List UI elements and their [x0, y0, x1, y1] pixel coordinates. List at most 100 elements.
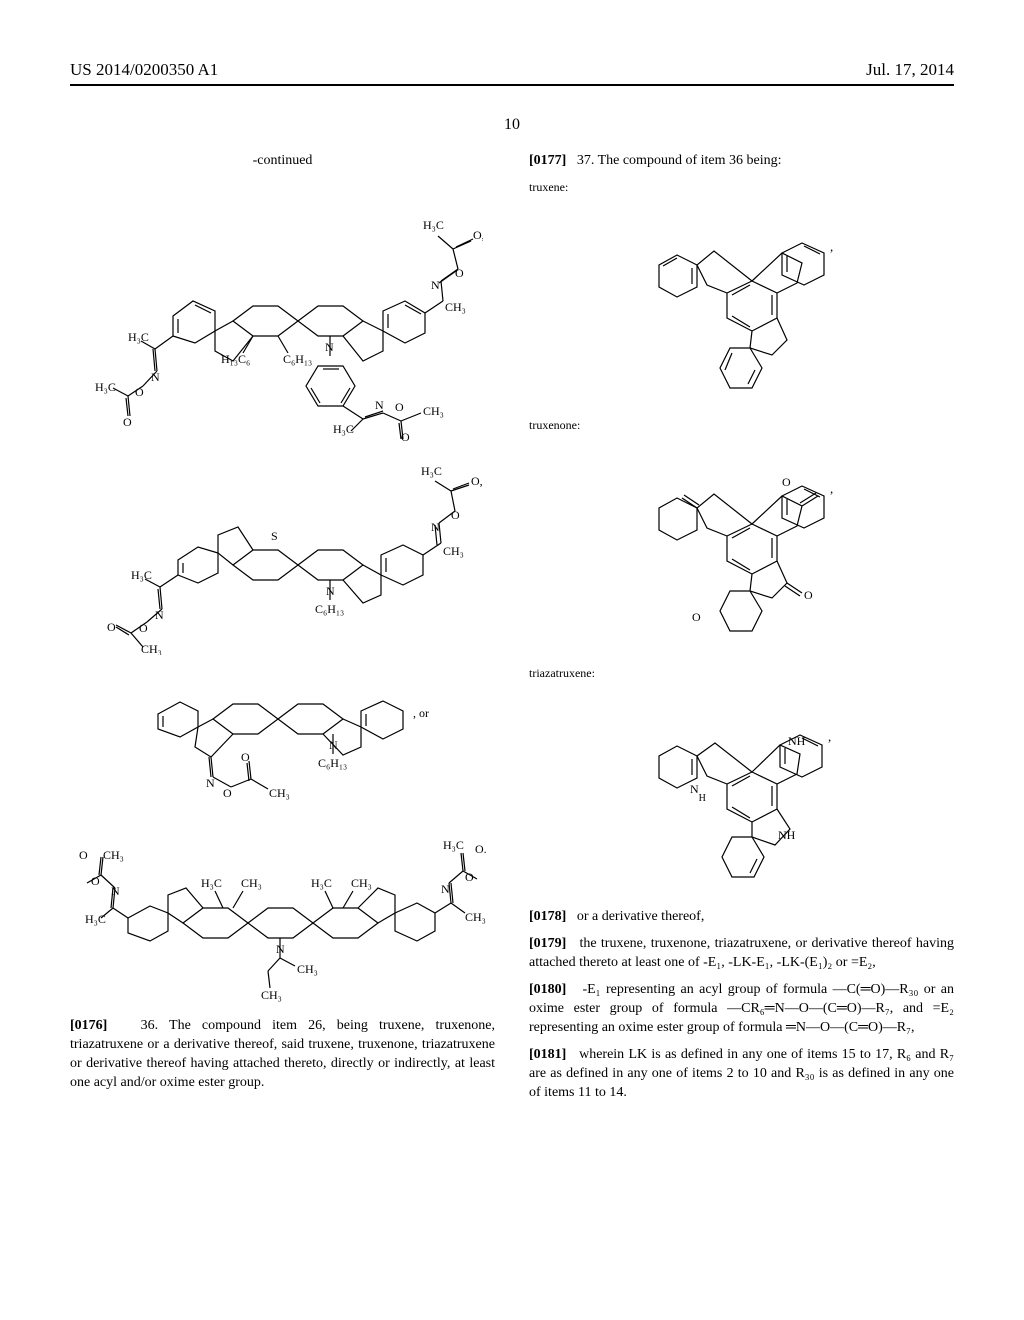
label: O [455, 266, 464, 280]
label: N [155, 608, 164, 622]
para-text: -E₁ representing an acyl group of formul… [529, 982, 954, 1035]
label: CH₃ [465, 910, 486, 924]
chemical-structure-3: N O O CH₃ N C₆H₁₃ , or [70, 669, 495, 809]
label: N [441, 882, 450, 896]
o-label: O [804, 588, 813, 602]
label: CH₃ [103, 848, 124, 862]
paragraph-0180: [0180] -E₁ representing an acyl group of… [529, 981, 954, 1038]
label: O [223, 786, 232, 800]
paragraph-0178: [0178] or a derivative thereof, [529, 908, 954, 927]
right-column: [0177] 37. The compound of item 36 being… [529, 152, 954, 1110]
label: S [271, 529, 278, 543]
left-column: -continued [70, 152, 495, 1110]
label: , or [413, 706, 429, 720]
label: H₃C [421, 464, 442, 478]
label: N [329, 738, 338, 752]
label: N [276, 942, 285, 956]
nh-label: NH [778, 828, 796, 842]
para-number: [0181] [529, 1047, 566, 1062]
truxenone-structure: O O O , [529, 441, 954, 651]
label: N [206, 776, 215, 790]
label: N [431, 520, 440, 534]
header-rule [70, 84, 954, 86]
label: CH₃ [241, 876, 262, 890]
label: N [325, 340, 334, 354]
label: O, [473, 228, 483, 242]
label: C₆H₁₃ [283, 352, 312, 366]
paragraph-0176: [0176] 36. The compound item 26, being t… [70, 1017, 495, 1093]
paragraph-0179: [0179] the truxene, truxenone, triazatru… [529, 935, 954, 973]
label: CH₃ [443, 544, 464, 558]
label: H₃C [201, 876, 222, 890]
continued-label: -continued [70, 152, 495, 171]
label: CH₃ [141, 642, 162, 655]
label: CH₃ [423, 404, 444, 418]
label: O. [475, 842, 487, 856]
label: O [135, 385, 144, 399]
nh-label: NH [690, 782, 706, 804]
para-text: 36. The compound item 26, being truxene,… [70, 1018, 495, 1090]
para-number: [0180] [529, 982, 566, 997]
label: N [431, 278, 440, 292]
label: CH₃ [261, 988, 282, 1002]
para-text: 37. The compound of item 36 being: [577, 153, 782, 168]
label: O [123, 415, 132, 429]
label: O [451, 508, 460, 522]
label: H₃C [128, 330, 149, 344]
para-text: or a derivative thereof, [577, 909, 705, 924]
label: N [151, 370, 160, 384]
triazatruxene-structure: NH NH NH , [529, 689, 954, 894]
label: N [326, 584, 335, 598]
trailing-comma: , [830, 239, 833, 254]
label: O [401, 430, 410, 441]
truxene-structure: , [529, 203, 954, 403]
label: C₆H₁₃ [315, 602, 344, 616]
label: H₃C [85, 912, 106, 926]
label: O [241, 750, 250, 764]
para-text: wherein LK is as defined in any one of i… [529, 1047, 954, 1100]
chemical-structure-1: H₃C O, O N CH₃ H₃C N O H₃C O H₁₃C₆ C₆H₁₃… [70, 181, 495, 441]
label: H₃C [95, 380, 116, 394]
para-number: [0177] [529, 153, 566, 168]
label: O [465, 870, 474, 884]
o-label: O [692, 610, 701, 624]
nh-label: NH [788, 734, 806, 748]
label: O [91, 874, 100, 888]
label: CH₃ [297, 962, 318, 976]
label: CH₃ [445, 300, 466, 314]
two-column-layout: -continued [70, 152, 954, 1110]
paragraph-0177: [0177] 37. The compound of item 36 being… [529, 152, 954, 171]
publication-date: Jul. 17, 2014 [866, 60, 954, 80]
trailing-comma: , [828, 729, 831, 744]
page-number: 10 [70, 116, 954, 134]
patent-page: US 2014/0200350 A1 Jul. 17, 2014 10 -con… [0, 0, 1024, 1320]
chemical-structure-2: S H₃C O, O N CH₃ H₃C N O O CH₃ N C₆H₁₃ [70, 455, 495, 655]
chemical-structure-4: O CH₃ O N H₃C H₃C CH₃ H₃C CH₃ H₃C O. O N… [70, 823, 495, 1003]
label: CH₃ [351, 876, 372, 890]
label: N [111, 884, 120, 898]
para-text: the truxene, truxenone, triazatruxene, o… [529, 936, 954, 970]
truxenone-label: truxenone: [529, 417, 954, 433]
publication-number: US 2014/0200350 A1 [70, 60, 218, 80]
label: H₃C [333, 422, 354, 436]
o-label: O [782, 475, 791, 489]
triazatruxene-label: triazatruxene: [529, 665, 954, 681]
label: H₁₃C₆ [221, 352, 250, 366]
para-number: [0178] [529, 909, 566, 924]
label: H₃C [443, 838, 464, 852]
trailing-comma: , [830, 481, 833, 496]
label: N [375, 398, 384, 412]
label: H₃C [311, 876, 332, 890]
page-header: US 2014/0200350 A1 Jul. 17, 2014 [70, 60, 954, 80]
label: O [107, 620, 116, 634]
label: O [79, 848, 88, 862]
truxene-label: truxene: [529, 179, 954, 195]
label: H₃C [131, 568, 152, 582]
paragraph-0181: [0181] wherein LK is as defined in any o… [529, 1046, 954, 1103]
label: O [139, 621, 148, 635]
label: O [395, 400, 404, 414]
label: H₃C [423, 218, 444, 232]
para-number: [0176] [70, 1018, 107, 1033]
label: CH₃ [269, 786, 290, 800]
para-number: [0179] [529, 936, 566, 951]
